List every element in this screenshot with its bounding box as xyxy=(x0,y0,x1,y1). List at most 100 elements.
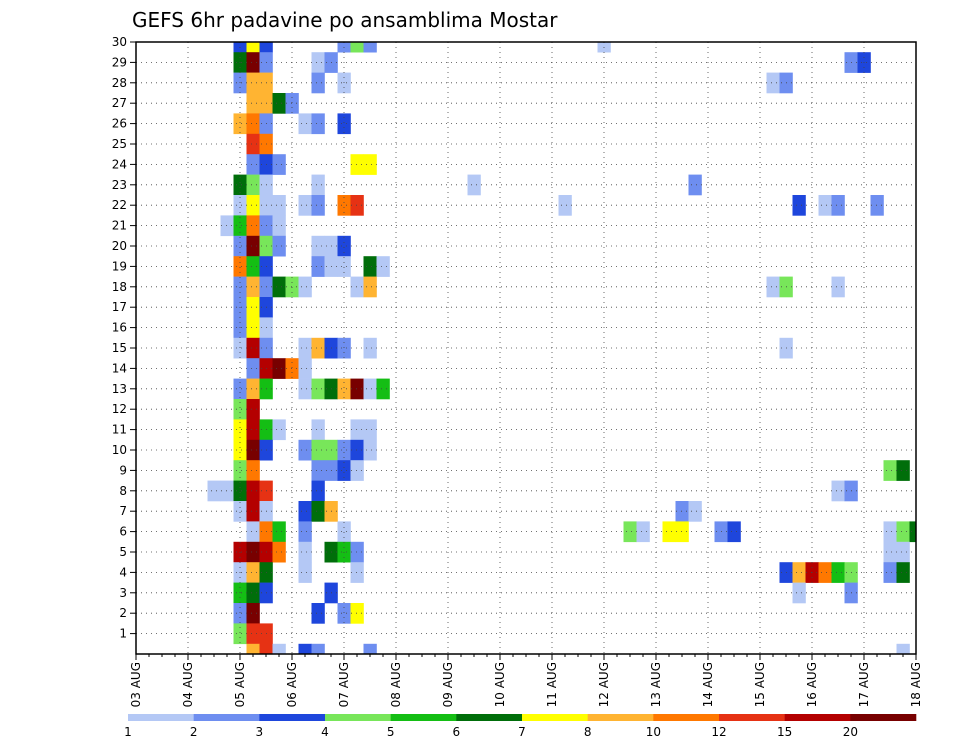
heatmap-cell xyxy=(246,174,260,196)
heatmap-cell xyxy=(896,643,910,655)
heatmap-cell xyxy=(259,643,273,655)
heatmap-cell xyxy=(376,378,390,400)
heatmap-cell xyxy=(350,195,364,216)
heatmap-cell xyxy=(766,276,780,298)
heatmap-cell xyxy=(246,133,260,155)
colorbar-label: 15 xyxy=(777,725,792,739)
heatmap-cell xyxy=(233,439,247,461)
heatmap-cell xyxy=(636,521,650,543)
heatmap-cell xyxy=(467,174,481,196)
heatmap-cell xyxy=(233,215,247,237)
heatmap-cell xyxy=(233,480,247,502)
heatmap-cell xyxy=(831,480,845,502)
heatmap-cell xyxy=(311,439,325,461)
y-tick-label: 22 xyxy=(112,198,127,212)
x-tick-label: 16 AUG xyxy=(805,662,819,707)
heatmap-cell xyxy=(272,215,286,237)
x-tick-label: 10 AUG xyxy=(493,662,507,707)
heatmap-cell xyxy=(272,276,286,298)
heatmap-cell xyxy=(233,174,247,196)
heatmap-cell xyxy=(246,42,260,53)
heatmap-cell xyxy=(688,174,702,196)
heatmap-cell xyxy=(883,541,897,563)
heatmap-cell xyxy=(350,562,364,583)
heatmap-cell xyxy=(311,603,325,624)
y-tick-label: 6 xyxy=(119,525,127,539)
y-tick-label: 13 xyxy=(112,382,127,396)
heatmap-cell xyxy=(233,419,247,441)
x-axis: 03 AUG 04 AUG 05 AUG 06 AUG 07 AUG 08 AUG 09 A… xyxy=(129,654,923,707)
heatmap-cell xyxy=(363,42,377,53)
heatmap-cell xyxy=(233,235,247,257)
heatmap-cell xyxy=(363,419,377,441)
x-tick-label: 06 AUG xyxy=(285,662,299,707)
heatmap-cell xyxy=(246,154,260,175)
heatmap-cell xyxy=(337,439,351,461)
heatmap-cell xyxy=(246,317,260,339)
heatmap-cell xyxy=(883,521,897,543)
heatmap-cell xyxy=(246,541,260,563)
heatmap-cell xyxy=(272,643,286,655)
heatmap-cell xyxy=(311,460,325,481)
colorbar-label: 8 xyxy=(584,725,592,739)
colorbar-swatch xyxy=(456,714,523,721)
heatmap-cell xyxy=(337,603,351,624)
heatmap-cell xyxy=(298,521,312,543)
heatmap-cell xyxy=(311,378,325,400)
colorbar-label: 20 xyxy=(843,725,858,739)
y-tick-label: 14 xyxy=(112,361,127,375)
heatmap-cell xyxy=(311,72,325,94)
colorbar: 1 2 3 4 5 6 7 8 10 12 15 20 xyxy=(124,714,917,739)
heatmap-cell xyxy=(896,460,910,481)
heatmap-cell xyxy=(285,358,299,379)
heatmap-cell xyxy=(311,643,325,655)
y-tick-label: 5 xyxy=(119,545,127,559)
heatmap-cell xyxy=(220,480,234,502)
heatmap-cell xyxy=(233,460,247,481)
heatmap-cell xyxy=(350,419,364,441)
heatmap-cell xyxy=(337,521,351,543)
x-tick-label: 14 AUG xyxy=(701,662,715,707)
heatmap-cell xyxy=(246,582,260,604)
y-tick-label: 24 xyxy=(112,157,127,171)
heatmap-cell xyxy=(363,643,377,655)
chart-title: GEFS 6hr padavine po ansamblima Mostar xyxy=(132,8,558,32)
heatmap-cell xyxy=(246,215,260,237)
y-tick-label: 3 xyxy=(119,586,127,600)
heatmap-cell xyxy=(792,562,806,583)
colorbar-label: 7 xyxy=(518,725,526,739)
x-tick-label: 15 AUG xyxy=(753,662,767,707)
heatmap-cell xyxy=(363,276,377,298)
heatmap-cell xyxy=(363,378,377,400)
colorbar-label: 6 xyxy=(453,725,461,739)
heatmap-cell xyxy=(233,623,247,645)
x-tick-label: 17 AUG xyxy=(857,662,871,707)
heatmap-cell xyxy=(233,378,247,400)
colorbar-swatch xyxy=(325,714,391,721)
x-tick-label: 11 AUG xyxy=(545,662,559,707)
heatmap-cell xyxy=(233,113,247,135)
x-tick-label: 09 AUG xyxy=(441,662,455,707)
colorbar-label: 10 xyxy=(646,725,661,739)
heatmap-cell xyxy=(246,419,260,441)
y-tick-label: 9 xyxy=(119,463,127,477)
heatmap-cell xyxy=(246,93,260,114)
heatmap-cell xyxy=(337,378,351,400)
heatmap-cell xyxy=(272,195,286,216)
heatmap-cell xyxy=(246,337,260,359)
y-tick-label: 30 xyxy=(112,35,127,49)
heatmap-cell xyxy=(688,501,702,522)
heatmap-cell xyxy=(831,276,845,298)
heatmap-cell xyxy=(298,276,312,298)
heatmap-cell xyxy=(233,337,247,359)
heatmap-cell xyxy=(285,276,299,298)
x-tick-label: 07 AUG xyxy=(337,662,351,707)
colorbar-label: 12 xyxy=(711,725,726,739)
heatmap-cell xyxy=(246,235,260,257)
x-tick-label: 13 AUG xyxy=(649,662,663,707)
y-tick-label: 27 xyxy=(112,96,127,110)
colorbar-swatch xyxy=(128,714,194,721)
heatmap-cell xyxy=(298,501,312,522)
heatmap-cell xyxy=(337,256,351,277)
heatmap-cell xyxy=(246,72,260,94)
